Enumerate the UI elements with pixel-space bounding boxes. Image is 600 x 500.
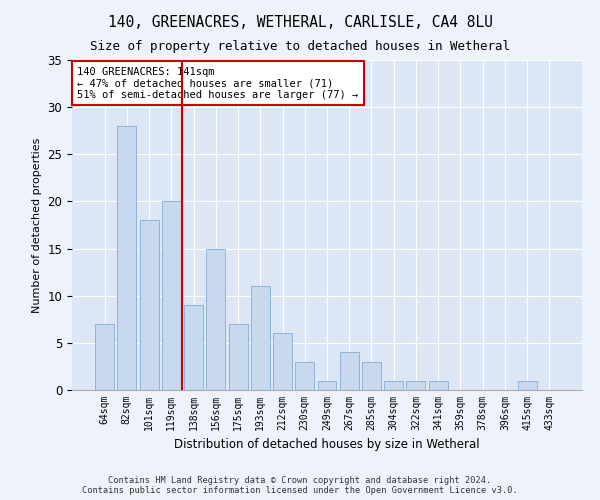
Bar [340,352,359,390]
Bar [406,380,425,390]
Bar [162,202,181,390]
Bar [273,334,292,390]
Bar [140,220,158,390]
X-axis label: Distribution of detached houses by size in Wetheral: Distribution of detached houses by size … [174,438,480,452]
Text: Size of property relative to detached houses in Wetheral: Size of property relative to detached ho… [90,40,510,53]
Text: Contains HM Land Registry data © Crown copyright and database right 2024.
Contai: Contains HM Land Registry data © Crown c… [82,476,518,495]
Bar [206,248,225,390]
Bar [429,380,448,390]
Bar [317,380,337,390]
Y-axis label: Number of detached properties: Number of detached properties [32,138,42,312]
Text: 140, GREENACRES, WETHERAL, CARLISLE, CA4 8LU: 140, GREENACRES, WETHERAL, CARLISLE, CA4… [107,15,493,30]
Bar [118,126,136,390]
Bar [95,324,114,390]
Bar [362,362,381,390]
Bar [229,324,248,390]
Bar [251,286,270,390]
Bar [184,305,203,390]
Bar [384,380,403,390]
Bar [518,380,536,390]
Bar [295,362,314,390]
Text: 140 GREENACRES: 141sqm
← 47% of detached houses are smaller (71)
51% of semi-det: 140 GREENACRES: 141sqm ← 47% of detached… [77,66,358,100]
